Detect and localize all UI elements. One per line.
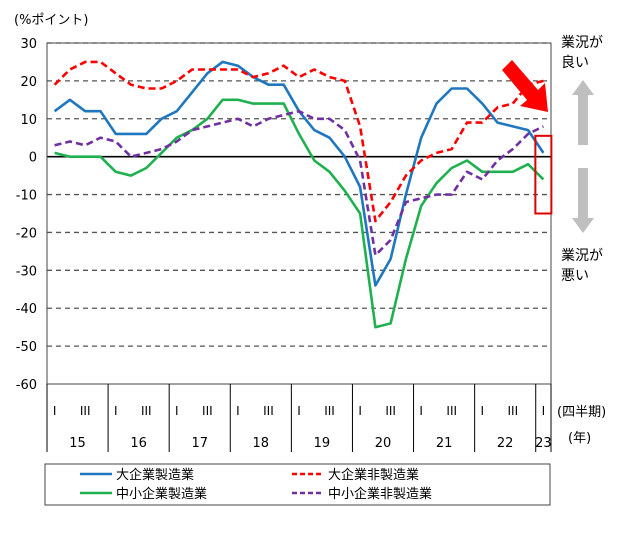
- y-tick-label: 10: [20, 113, 37, 128]
- quarter-label: I: [53, 404, 57, 418]
- quarter-label: III: [80, 404, 91, 418]
- year-label: 16: [130, 436, 147, 451]
- year-label: 19: [314, 436, 331, 451]
- y-tick-label: -20: [16, 226, 37, 241]
- quarter-label: I: [358, 404, 362, 418]
- latest-quarter-highlight: [534, 134, 553, 215]
- year-label: 21: [436, 436, 453, 451]
- quarter-label: III: [141, 404, 152, 418]
- good-conditions-label: 業況が: [561, 35, 603, 51]
- x-unit-year: (年): [568, 431, 591, 446]
- year-label: 22: [497, 436, 514, 451]
- legend-label: 大企業非製造業: [328, 467, 419, 483]
- quarter-label: I: [480, 404, 484, 418]
- year-label: 17: [191, 436, 208, 451]
- y-tick-label: 20: [20, 75, 37, 90]
- quarter-label: I: [236, 404, 240, 418]
- up-arrow-icon: [572, 80, 594, 145]
- downturn-arrow-icon: [502, 60, 548, 112]
- bad-conditions-label: 悪い: [561, 268, 589, 284]
- bad-conditions-label: 業況が: [561, 248, 603, 264]
- legend-box: [44, 463, 551, 506]
- good-conditions-label: 良い: [561, 55, 589, 71]
- legend-label: 中小企業非製造業: [328, 486, 432, 502]
- year-label: 20: [375, 436, 392, 451]
- legend-label: 中小企業製造業: [116, 486, 207, 502]
- year-label: 18: [253, 436, 270, 451]
- year-label: 15: [69, 436, 86, 451]
- y-axis-label: (%ポイント): [14, 13, 89, 28]
- y-tick-label: -10: [16, 189, 37, 204]
- quarter-label: III: [446, 404, 457, 418]
- quarter-label: I: [419, 404, 423, 418]
- plot-frame: [46, 42, 552, 385]
- y-tick-label: -50: [16, 340, 37, 355]
- y-tick-label: -30: [16, 264, 37, 279]
- quarter-label: III: [263, 404, 274, 418]
- series-line-3: [54, 98, 545, 329]
- series-line-2: [53, 60, 544, 223]
- legend-label: 大企業製造業: [116, 467, 194, 483]
- y-tick-label: 30: [20, 37, 37, 52]
- quarter-label: I: [297, 404, 301, 418]
- quarter-label: I: [542, 404, 546, 418]
- year-label: 23: [535, 436, 552, 451]
- y-tick-label: 0: [29, 151, 37, 166]
- y-tick-label: -60: [16, 378, 37, 393]
- x-unit-quarter: (四半期): [557, 405, 606, 420]
- down-arrow-icon: [572, 168, 594, 233]
- quarter-label: III: [202, 404, 213, 418]
- quarter-label: III: [324, 404, 335, 418]
- quarter-label: III: [508, 404, 519, 418]
- y-tick-label: -40: [16, 302, 37, 317]
- quarter-label: I: [114, 404, 118, 418]
- quarter-label: I: [175, 404, 179, 418]
- quarter-label: III: [385, 404, 396, 418]
